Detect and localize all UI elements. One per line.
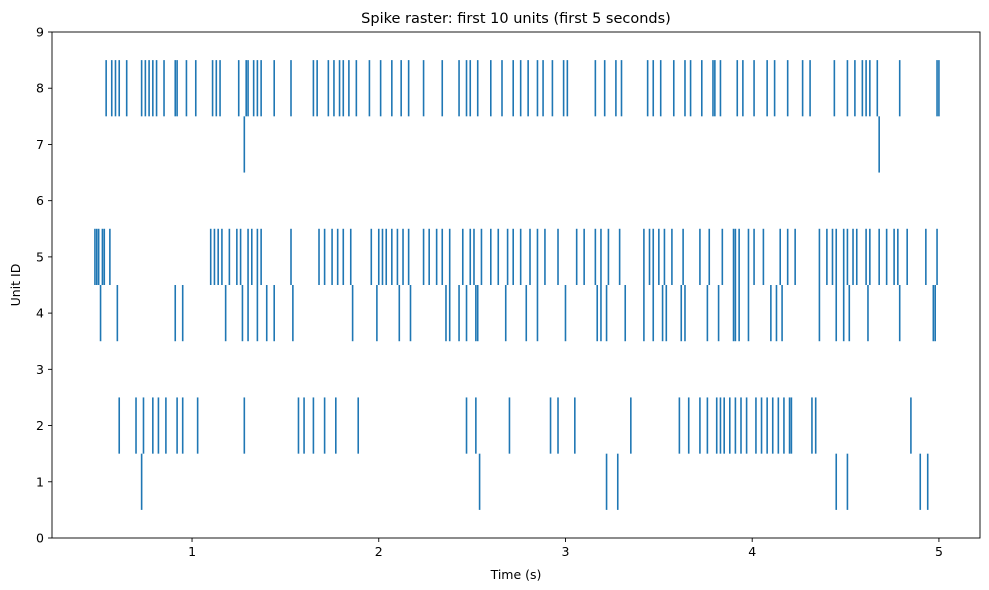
y-tick-label-2: 2	[36, 418, 44, 433]
plot-area: 1 2 3 4 5 0 1 2 3 4 5 6 7 8 9	[36, 25, 981, 559]
x-tick-label-3: 3	[562, 544, 570, 559]
x-tick-label-5: 5	[935, 544, 943, 559]
y-axis-label: Unit ID	[8, 264, 23, 307]
x-tick-label-1: 1	[188, 544, 196, 559]
y-tick-label-8: 8	[36, 81, 44, 96]
y-tick-label-7: 7	[36, 137, 44, 152]
y-tick-label-1: 1	[36, 474, 44, 489]
y-tick-label-6: 6	[36, 193, 44, 208]
y-tick-label-0: 0	[36, 531, 44, 546]
y-axis-ticks: 0 1 2 3 4 5 6 7 8 9	[36, 25, 52, 546]
y-tick-label-3: 3	[36, 362, 44, 377]
chart-title: Spike raster: first 10 units (first 5 se…	[361, 11, 671, 27]
y-tick-label-5: 5	[36, 249, 44, 264]
y-tick-label-9: 9	[36, 25, 44, 40]
x-axis-ticks: 1 2 3 4 5	[188, 538, 943, 559]
x-axis-label: Time (s)	[490, 567, 542, 582]
x-tick-label-2: 2	[375, 544, 383, 559]
x-tick-label-4: 4	[748, 544, 756, 559]
y-tick-label-4: 4	[36, 306, 44, 321]
axes-frame	[51, 31, 981, 539]
spike-marks	[94, 60, 940, 510]
